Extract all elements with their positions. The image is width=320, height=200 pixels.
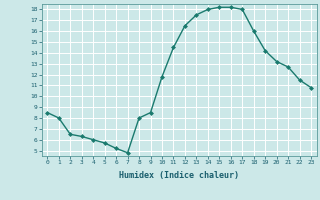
X-axis label: Humidex (Indice chaleur): Humidex (Indice chaleur) <box>119 171 239 180</box>
